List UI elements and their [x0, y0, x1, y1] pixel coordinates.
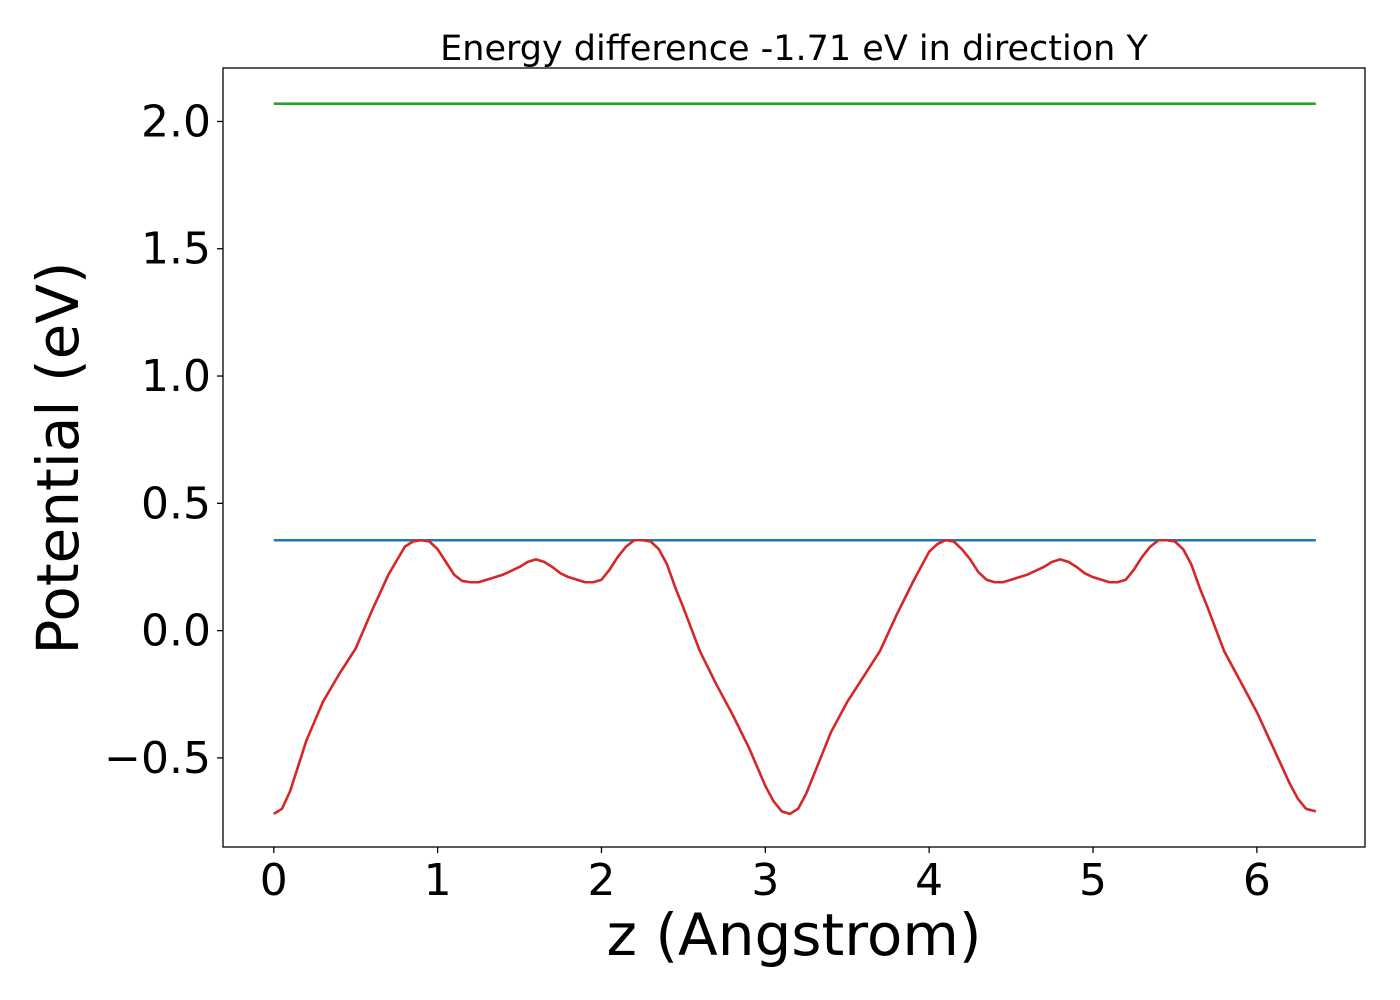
- y-tick-label: 2.0: [141, 96, 211, 147]
- x-axis-ticks: 0 1 2 3 4 5 6: [260, 847, 1271, 906]
- x-axis-label: z (Angstrom): [607, 901, 982, 969]
- x-tick-label: 2: [587, 855, 615, 906]
- chart-title: Energy difference -1.71 eV in direction …: [440, 29, 1148, 69]
- y-tick-label: 1.5: [141, 224, 211, 275]
- plot-frame: [222, 67, 1366, 848]
- x-tick-label: 5: [1079, 855, 1107, 906]
- plot-area: [222, 67, 1366, 848]
- y-tick-label: −0.5: [104, 733, 211, 784]
- x-tick-label: 4: [915, 855, 943, 906]
- y-axis-ticks: −0.5 0.0 0.5 1.0 1.5 2.0: [104, 96, 223, 784]
- x-tick-label: 6: [1243, 855, 1271, 906]
- y-axis-label: Potential (eV): [24, 261, 92, 654]
- series-line-3: [273, 538, 1317, 816]
- x-tick-label: 0: [260, 855, 288, 906]
- y-tick-label: 1.0: [141, 351, 211, 402]
- x-tick-label: 3: [751, 855, 779, 906]
- y-tick-label: 0.0: [141, 606, 211, 657]
- y-tick-label: 0.5: [141, 478, 211, 529]
- x-tick-label: 1: [424, 855, 452, 906]
